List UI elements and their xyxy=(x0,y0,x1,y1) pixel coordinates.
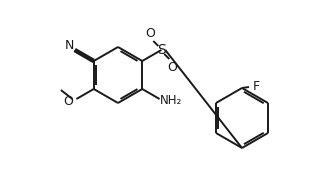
Text: N: N xyxy=(65,39,74,51)
Text: O: O xyxy=(146,26,155,39)
Text: NH₂: NH₂ xyxy=(160,93,182,107)
Text: O: O xyxy=(167,60,177,73)
Text: S: S xyxy=(157,43,166,57)
Text: F: F xyxy=(253,80,260,93)
Text: O: O xyxy=(63,94,74,107)
